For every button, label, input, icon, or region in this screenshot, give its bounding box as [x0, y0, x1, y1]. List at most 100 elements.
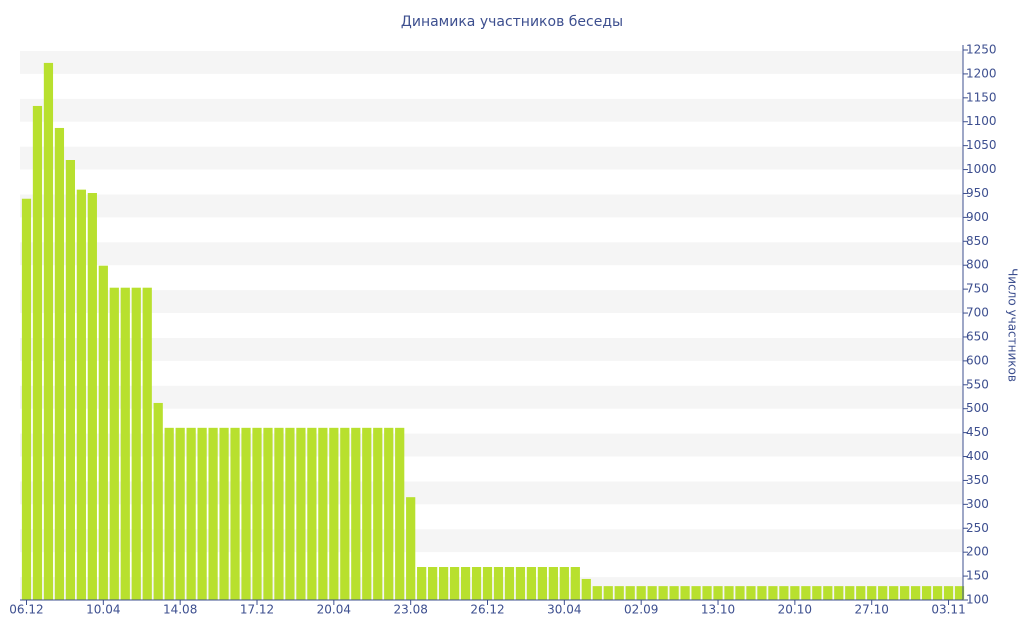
y-tick-label: 1050 — [966, 138, 997, 152]
bar — [910, 586, 921, 600]
bar — [384, 427, 394, 600]
bar — [164, 427, 174, 600]
bar — [406, 497, 416, 600]
y-tick-label: 350 — [966, 473, 989, 487]
grid-band — [20, 290, 963, 314]
bar — [76, 189, 86, 601]
bar — [362, 427, 372, 600]
x-tick-label: 10.04 — [86, 603, 120, 617]
bar — [340, 427, 350, 600]
bar — [21, 198, 32, 600]
bar — [428, 567, 438, 600]
y-tick-label: 250 — [966, 521, 989, 535]
bar — [603, 586, 613, 600]
chart-title: Динамика участников беседы — [401, 14, 623, 30]
bar — [395, 427, 405, 600]
x-tick-label: 17.12 — [240, 603, 274, 617]
y-tick-label: 750 — [966, 282, 989, 296]
y-tick-label: 900 — [966, 210, 989, 224]
bar — [943, 586, 954, 600]
bar — [559, 567, 569, 600]
bar — [230, 427, 240, 600]
bar — [285, 427, 295, 600]
grid-band — [20, 385, 963, 409]
bar — [329, 427, 339, 600]
bar — [109, 287, 119, 600]
bar — [471, 567, 482, 600]
x-tick-label: 27.10 — [855, 603, 889, 617]
bar — [175, 427, 185, 600]
bar — [296, 427, 306, 600]
bar — [208, 427, 218, 600]
grid-band — [20, 337, 963, 361]
bar — [636, 586, 646, 600]
y-tick-label: 700 — [966, 306, 989, 320]
bar — [537, 567, 548, 600]
bar — [757, 586, 767, 600]
bar — [779, 586, 789, 600]
bar — [932, 586, 943, 600]
y-tick-label: 1100 — [966, 114, 997, 128]
bar — [263, 427, 273, 600]
bar — [120, 287, 130, 600]
bar — [32, 105, 43, 601]
bar — [197, 427, 207, 600]
y-tick-label: 950 — [966, 186, 989, 200]
bar — [581, 578, 591, 600]
x-tick-label: 23.08 — [393, 603, 427, 617]
bar — [647, 586, 657, 600]
bar — [142, 287, 152, 600]
grid-band — [20, 194, 963, 218]
bar — [504, 567, 515, 600]
x-tick-label: 14.08 — [163, 603, 197, 617]
bar — [790, 586, 800, 600]
bar — [735, 586, 745, 600]
bar — [449, 567, 460, 600]
y-tick-label: 300 — [966, 497, 989, 511]
grid-band — [20, 98, 963, 122]
bar — [889, 586, 899, 600]
bar — [515, 567, 526, 600]
bar — [417, 567, 427, 600]
grid-band — [20, 51, 963, 74]
y-tick-label: 150 — [966, 569, 989, 583]
bar — [493, 567, 504, 600]
bar — [691, 586, 701, 600]
y-tick-label: 650 — [966, 329, 989, 343]
bar — [812, 586, 822, 600]
y-axis-label: Число участников — [1006, 268, 1020, 382]
y-tick-label: 450 — [966, 425, 989, 439]
bar — [834, 586, 844, 600]
bar — [307, 427, 317, 600]
bar — [768, 586, 778, 600]
y-tick-label: 100 — [966, 593, 989, 607]
bar — [219, 427, 229, 600]
bar — [460, 567, 471, 600]
bar — [65, 160, 76, 600]
y-tick-label: 1000 — [966, 162, 997, 176]
y-tick-label: 600 — [966, 353, 989, 367]
bar — [625, 586, 635, 600]
bar — [713, 586, 723, 600]
bar — [614, 586, 624, 600]
bar — [131, 287, 141, 600]
x-tick-label: 06.12 — [9, 603, 43, 617]
x-tick-label: 13.10 — [701, 603, 735, 617]
y-tick-label: 1250 — [966, 43, 997, 57]
grid-band — [20, 242, 963, 266]
bar — [482, 567, 493, 600]
x-tick-label: 30.04 — [547, 603, 581, 617]
bar — [54, 127, 65, 601]
x-tick-label: 20.04 — [317, 603, 351, 617]
bar — [43, 62, 54, 601]
bar — [867, 586, 877, 600]
bar — [724, 586, 734, 600]
x-tick-label: 02.09 — [624, 603, 658, 617]
x-tick-label: 03.11 — [931, 603, 965, 617]
bar — [921, 586, 932, 600]
y-tick-label: 850 — [966, 234, 989, 248]
bar — [669, 586, 679, 600]
bar — [823, 586, 833, 600]
